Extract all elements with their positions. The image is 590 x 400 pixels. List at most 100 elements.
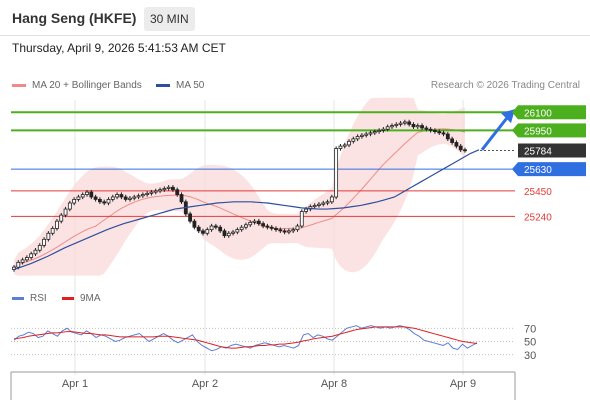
x-tick-label: Apr 2 [192,378,218,390]
candle-body [72,198,77,204]
level-tag-25630 [518,162,586,177]
ma50-swatch [156,83,170,87]
candle-body [132,196,137,199]
candle-body [458,145,463,151]
candle-body [115,194,119,198]
timeframe-badge[interactable]: 30 MIN [144,7,195,31]
candle-body [394,123,399,126]
bollinger-label: MA 20 + Bollinger Bands [32,80,142,91]
candle-body [261,223,266,227]
candle-body [317,203,321,206]
candle-body [351,138,356,142]
candle-body [445,133,450,140]
candle-body [196,226,201,232]
candle-body [149,191,154,194]
candle-body [67,202,72,210]
candle-body [136,195,141,198]
candle-body [304,208,308,212]
candle-body [282,230,287,233]
candle-body [454,142,459,147]
candle-body [209,225,214,231]
rsi-tick-label: 30 [524,350,536,362]
candle-body [213,225,218,228]
x-tick-label: Apr 8 [321,378,347,390]
ma50-label: MA 50 [176,80,205,91]
legend-bollinger: MA 20 + Bollinger Bands [12,80,142,91]
candle-body [16,261,21,268]
candle-body [360,134,364,137]
candle-body [329,196,334,203]
candle-body [244,224,248,228]
rsi-tick-label: 50 [524,337,536,349]
timestamp: Thursday, April 9, 2026 5:41:53 AM CET [12,41,226,55]
candle-body [98,198,102,203]
candle-body [37,244,42,251]
candle-body [162,188,167,191]
forecast-arrow-head [501,109,515,124]
candle-body [235,229,240,233]
rsi-ma-swatch [62,296,74,300]
candle-body [24,257,29,261]
level-label-25450: 25450 [524,187,552,198]
legend-rsi: RSI [12,293,47,304]
candle-body [93,196,98,200]
candle-body [415,125,420,128]
level-tag-pointer [512,162,518,177]
candle-body [145,192,150,195]
candle-body [338,145,343,149]
rsi-swatch [12,296,24,300]
candle-body [385,126,390,130]
candle-body [398,122,403,125]
candle-body [390,125,394,128]
level-label-25240: 25240 [524,212,552,223]
header-divider [0,35,590,36]
legend-ma50: MA 50 [156,80,204,91]
bollinger-swatch [12,83,26,87]
candle-body [205,229,210,234]
candle-body [226,232,231,237]
candle-body [411,123,416,128]
candle-body [76,196,81,200]
candle-body [437,131,442,134]
candle-body [286,230,291,233]
candle-body [119,194,124,198]
candle-body [218,226,223,232]
bollinger-band-area [14,97,465,276]
level-label-25950: 25950 [524,126,552,137]
research-credit: Research © 2026 Trading Central [430,80,580,91]
level-tag-25950 [518,123,586,138]
candle-body [433,130,437,133]
candle-body [80,194,85,198]
candle-body [166,186,171,189]
candle-body [188,213,193,222]
candle-body [372,131,377,134]
candle-body [312,205,317,208]
candle-body [140,194,145,197]
candle-body [33,249,38,255]
candle-body [291,229,296,232]
level-label-25784: 25784 [524,147,552,158]
candle-body [450,138,455,143]
x-tick-label: Apr 1 [62,378,88,390]
candle-body [42,238,46,246]
candle-body [252,220,257,223]
candle-body [89,191,94,198]
candle-body [222,230,227,237]
level-tag-26100 [518,105,586,120]
candle-body [128,197,132,200]
candle-body [355,136,360,140]
candle-body [46,232,51,240]
legend-rsi-ma: 9MA [62,293,101,304]
instrument-title: Hang Seng (HKFE) [12,10,137,26]
candle-body [63,208,68,216]
candle-body [265,225,270,228]
candle-body [420,125,424,129]
candle-body [402,121,407,124]
rsi-ma-label: 9MA [80,293,101,304]
candle-body [334,148,339,198]
candle-body [239,226,244,231]
rsi-tick-label: 70 [524,323,536,335]
candle-body [325,201,330,204]
candle-body [463,149,467,152]
